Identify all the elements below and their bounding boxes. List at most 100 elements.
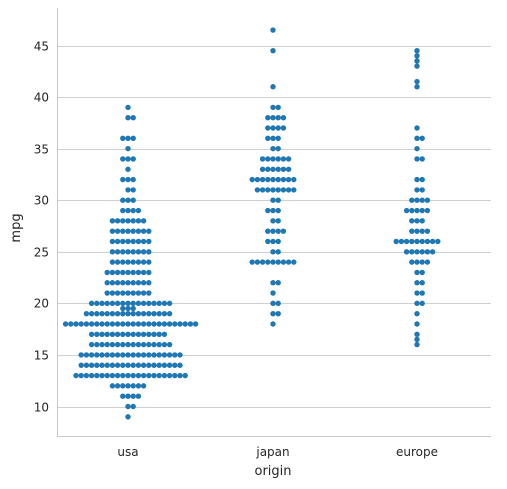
data-point-japan: [270, 125, 276, 131]
data-point-usa: [109, 300, 116, 307]
data-point-usa: [120, 393, 126, 399]
data-point-europe: [393, 238, 399, 245]
data-point-japan: [291, 259, 297, 265]
data-point-usa: [146, 238, 152, 245]
data-point-europe: [414, 290, 420, 296]
data-point-europe: [419, 176, 425, 183]
data-point-japan: [265, 166, 271, 172]
data-point-usa: [109, 321, 116, 327]
data-point-japan: [280, 187, 287, 193]
data-point-usa: [114, 300, 121, 307]
y-tick-label: 25: [34, 246, 49, 260]
data-point-usa: [94, 310, 100, 317]
data-point-europe: [414, 249, 420, 255]
data-point-usa: [99, 352, 105, 358]
data-point-usa: [135, 228, 142, 234]
x-tick-label: europe: [396, 445, 438, 459]
data-point-japan: [275, 166, 281, 172]
data-point-usa: [68, 321, 74, 327]
data-point-europe: [414, 156, 420, 162]
data-point-europe: [424, 197, 431, 203]
data-point-europe: [414, 269, 420, 276]
data-point-usa: [109, 269, 116, 276]
data-point-europe: [414, 321, 420, 327]
data-point-usa: [73, 321, 79, 327]
data-point-usa: [99, 300, 105, 307]
data-point-usa: [104, 280, 110, 286]
data-point-usa: [120, 249, 126, 255]
data-point-japan: [275, 156, 281, 162]
data-point-usa: [135, 362, 142, 368]
data-point-japan: [270, 310, 276, 317]
data-point-usa: [109, 362, 116, 368]
data-point-japan: [275, 249, 281, 255]
data-point-japan: [275, 280, 281, 286]
data-point-usa: [161, 310, 168, 317]
data-point-japan: [275, 300, 281, 307]
data-point-japan: [259, 156, 266, 162]
data-point-usa: [109, 218, 116, 224]
data-point-japan: [265, 207, 271, 214]
data-point-usa: [135, 249, 142, 255]
data-point-usa: [109, 341, 116, 348]
data-point-japan: [265, 228, 271, 234]
data-point-usa: [192, 321, 199, 327]
data-point-usa: [130, 207, 136, 214]
data-point-usa: [135, 321, 142, 327]
data-point-usa: [114, 249, 121, 255]
data-point-usa: [78, 321, 84, 327]
data-point-usa: [130, 310, 136, 317]
data-point-usa: [130, 115, 136, 121]
data-point-japan: [270, 280, 276, 286]
data-point-usa: [166, 321, 173, 327]
data-point-japan: [285, 259, 292, 265]
data-point-usa: [151, 372, 157, 379]
data-point-usa: [140, 280, 147, 286]
data-point-usa: [94, 321, 100, 327]
data-point-europe: [414, 341, 420, 348]
data-point-japan: [275, 115, 281, 121]
data-point-usa: [125, 372, 131, 379]
y-tick-label: 30: [34, 194, 49, 208]
data-point-usa: [120, 228, 126, 234]
data-point-usa: [125, 321, 131, 327]
data-point-usa: [104, 310, 110, 317]
data-point-europe: [414, 300, 420, 307]
data-point-usa: [146, 331, 152, 337]
data-point-japan: [265, 259, 271, 265]
data-point-usa: [125, 300, 131, 307]
data-point-usa: [130, 176, 136, 183]
data-point-usa: [151, 331, 157, 337]
data-point-usa: [172, 372, 178, 379]
data-point-japan: [280, 156, 287, 162]
data-point-usa: [73, 372, 79, 379]
data-point-usa: [151, 321, 157, 327]
data-point-usa: [130, 383, 136, 389]
data-point-usa: [166, 372, 173, 379]
data-point-usa: [161, 321, 168, 327]
data-point-europe: [409, 228, 415, 234]
data-point-usa: [130, 393, 136, 399]
data-point-usa: [135, 372, 142, 379]
data-point-usa: [120, 300, 126, 307]
data-point-japan: [275, 145, 281, 152]
data-point-usa: [62, 321, 69, 327]
data-point-usa: [140, 238, 147, 245]
data-point-usa: [140, 352, 147, 358]
data-point-japan: [275, 104, 281, 111]
data-point-usa: [109, 352, 116, 358]
data-point-europe: [414, 176, 420, 183]
data-point-usa: [140, 228, 147, 234]
data-point-usa: [99, 331, 105, 337]
data-point-usa: [151, 341, 157, 348]
data-point-japan: [265, 156, 271, 162]
data-point-usa: [83, 362, 90, 368]
data-point-japan: [270, 321, 276, 327]
data-point-europe: [403, 238, 410, 245]
data-point-japan: [291, 176, 297, 183]
data-point-europe: [414, 280, 420, 286]
data-point-usa: [125, 259, 131, 265]
data-point-usa: [104, 341, 110, 348]
x-tick-label: usa: [117, 445, 138, 459]
